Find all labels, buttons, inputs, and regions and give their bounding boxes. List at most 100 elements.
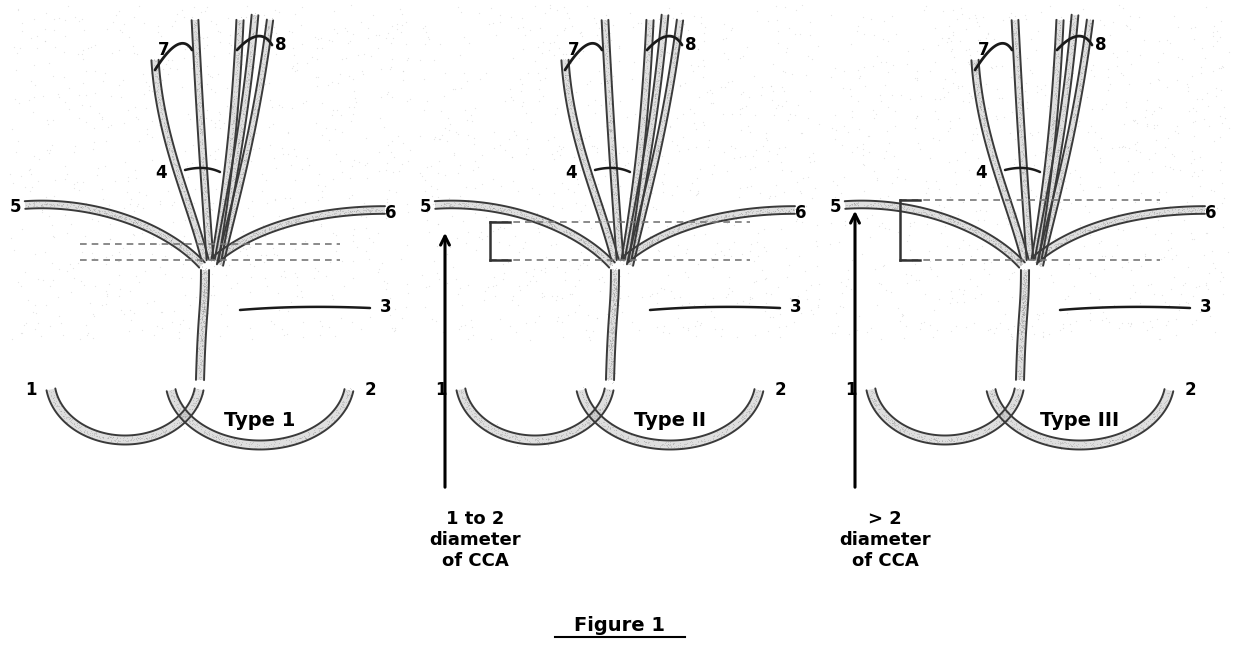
Point [213, 250, 233, 260]
Point [1049, 58, 1069, 69]
Point [438, 113, 458, 124]
Point [632, 184, 652, 194]
Point [1009, 343, 1029, 354]
Point [248, 95, 268, 105]
Point [978, 29, 998, 40]
Point [649, 85, 668, 96]
Point [76, 66, 95, 76]
Point [295, 432, 315, 443]
Point [1027, 241, 1047, 251]
Point [153, 108, 172, 119]
Point [26, 308, 46, 318]
Point [595, 223, 615, 233]
Point [223, 125, 243, 135]
Point [708, 430, 728, 440]
Point [165, 159, 185, 170]
Point [846, 196, 866, 206]
Point [311, 218, 331, 229]
Point [637, 187, 657, 198]
Point [219, 437, 239, 447]
Point [546, 431, 565, 442]
Point [1048, 32, 1068, 43]
Point [1075, 223, 1095, 234]
Point [1058, 90, 1078, 100]
Point [1167, 330, 1187, 340]
Point [221, 151, 241, 161]
Point [324, 294, 343, 304]
Point [1071, 74, 1091, 85]
Point [212, 202, 232, 212]
Point [625, 241, 645, 252]
Point [1039, 234, 1059, 244]
Point [635, 190, 655, 200]
Point [965, 66, 985, 76]
Point [143, 429, 162, 440]
Point [1033, 247, 1053, 258]
Point [844, 198, 864, 209]
Point [265, 5, 285, 15]
Point [1007, 64, 1027, 74]
Point [572, 387, 591, 397]
Point [1140, 208, 1159, 218]
Point [853, 11, 873, 22]
Point [1075, 438, 1095, 448]
Point [239, 73, 259, 84]
Point [241, 258, 260, 269]
Point [216, 215, 236, 225]
Point [363, 203, 383, 214]
Point [639, 47, 658, 57]
Point [185, 71, 205, 81]
Point [620, 252, 640, 262]
Point [222, 119, 242, 130]
Point [487, 419, 507, 430]
Point [234, 49, 254, 60]
Point [516, 434, 536, 445]
Point [1007, 22, 1027, 33]
Point [645, 167, 665, 178]
Point [237, 96, 257, 106]
Point [196, 268, 216, 278]
Point [273, 302, 293, 313]
Point [715, 212, 735, 223]
Point [501, 92, 521, 102]
Point [624, 250, 644, 260]
Point [100, 435, 120, 445]
Point [997, 415, 1017, 426]
Point [244, 104, 264, 115]
Point [1009, 361, 1029, 372]
Point [1011, 354, 1030, 364]
Point [1011, 354, 1030, 364]
Point [1048, 146, 1068, 157]
Point [192, 286, 212, 297]
Point [427, 268, 446, 279]
Point [608, 213, 627, 223]
Point [1054, 161, 1074, 172]
Point [198, 175, 218, 185]
Point [1011, 333, 1030, 343]
Point [212, 246, 232, 256]
Point [1011, 310, 1030, 321]
Point [563, 116, 583, 127]
Point [219, 171, 239, 181]
Point [128, 198, 148, 209]
Point [776, 47, 796, 57]
Point [1037, 186, 1056, 197]
Point [882, 415, 901, 425]
Point [591, 214, 611, 224]
Point [316, 210, 336, 221]
Point [639, 156, 658, 167]
Point [1035, 188, 1055, 198]
Point [227, 195, 247, 206]
Point [174, 186, 193, 197]
Point [363, 9, 383, 20]
Point [1037, 205, 1056, 215]
Point [424, 256, 444, 266]
Point [243, 120, 263, 130]
Point [312, 192, 332, 202]
Point [606, 215, 626, 225]
Point [1152, 403, 1172, 413]
Point [242, 130, 262, 141]
Point [40, 199, 60, 210]
Point [932, 434, 952, 445]
Point [1008, 240, 1028, 250]
